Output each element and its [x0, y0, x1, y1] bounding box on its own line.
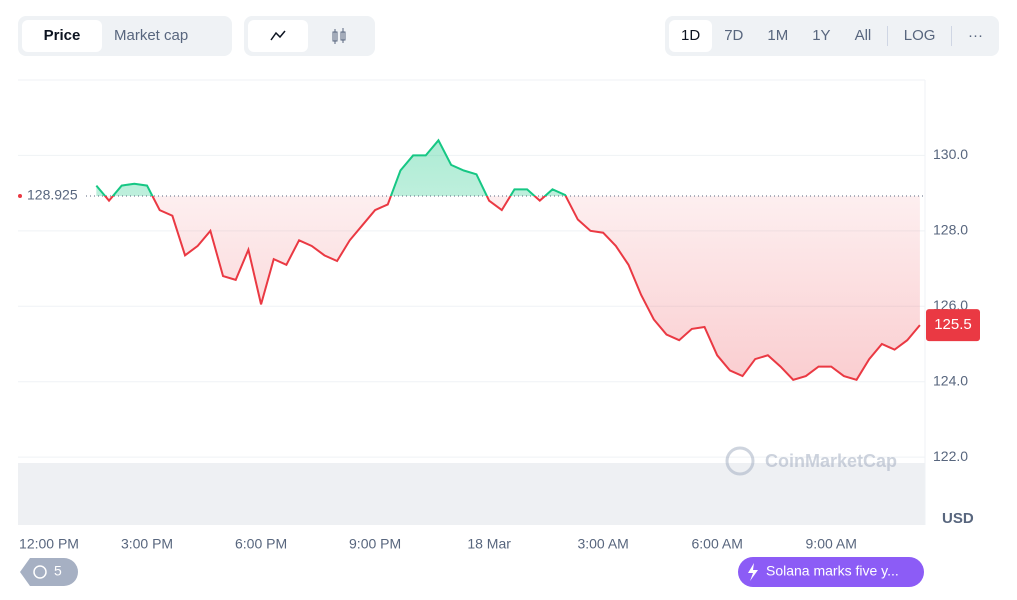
range-button[interactable]: LOG — [903, 27, 936, 44]
last-price-label: 125.5 — [934, 316, 972, 333]
area-down — [96, 195, 920, 380]
y-tick-label: 128.0 — [933, 222, 968, 238]
x-tick-label: 18 Mar — [467, 536, 511, 552]
watermark-text: CoinMarketCap — [765, 451, 897, 471]
range-button[interactable]: 1Y — [812, 27, 831, 44]
candle-chart-button[interactable] — [308, 20, 368, 52]
tab-group: Price Market cap — [18, 16, 232, 56]
tab[interactable]: Market cap — [114, 27, 189, 44]
reference-label: 128.925 — [27, 187, 78, 203]
range-group: 1D 7D 1M 1Y All LOG ··· — [665, 16, 999, 56]
history-badge[interactable]: 5 — [20, 558, 78, 586]
tab[interactable]: Price — [22, 20, 102, 52]
range-button[interactable]: 1M — [767, 27, 789, 44]
x-tick-label: 6:00 AM — [691, 536, 742, 552]
line-chart-button[interactable] — [248, 20, 308, 52]
range-button[interactable]: 1D — [669, 20, 713, 52]
range-button[interactable]: All — [854, 27, 872, 44]
history-count: 5 — [54, 563, 62, 579]
separator — [887, 26, 888, 46]
separator — [951, 26, 952, 46]
reference-label-bg — [22, 186, 84, 205]
x-tick-label: 3:00 PM — [121, 536, 173, 552]
x-tick-label: 9:00 PM — [349, 536, 401, 552]
volume-area — [18, 463, 925, 525]
reference-dot — [18, 193, 22, 198]
news-pill[interactable]: Solana marks five y... — [738, 557, 924, 587]
price-line-down — [103, 195, 921, 381]
y-tick-label: 124.0 — [933, 372, 968, 388]
x-tick-label: 9:00 AM — [806, 536, 857, 552]
area-up — [96, 140, 566, 196]
currency-label: USD — [942, 510, 974, 527]
x-tick-label: 12:00 PM — [19, 536, 79, 552]
chart-type-group — [244, 16, 375, 56]
last-price-badge — [926, 309, 980, 342]
y-tick-label: 130.0 — [933, 146, 968, 162]
y-tick-label: 126.0 — [933, 297, 968, 313]
x-tick-label: 6:00 PM — [235, 536, 287, 552]
range-button[interactable]: 7D — [724, 27, 744, 44]
watermark: CoinMarketCap — [725, 446, 897, 476]
y-tick-label: 122.0 — [933, 448, 968, 464]
range-button[interactable]: ··· — [968, 27, 983, 44]
price-line-up — [95, 138, 567, 196]
news-text: Solana marks five y... — [766, 563, 899, 579]
x-tick-label: 3:00 AM — [577, 536, 628, 552]
